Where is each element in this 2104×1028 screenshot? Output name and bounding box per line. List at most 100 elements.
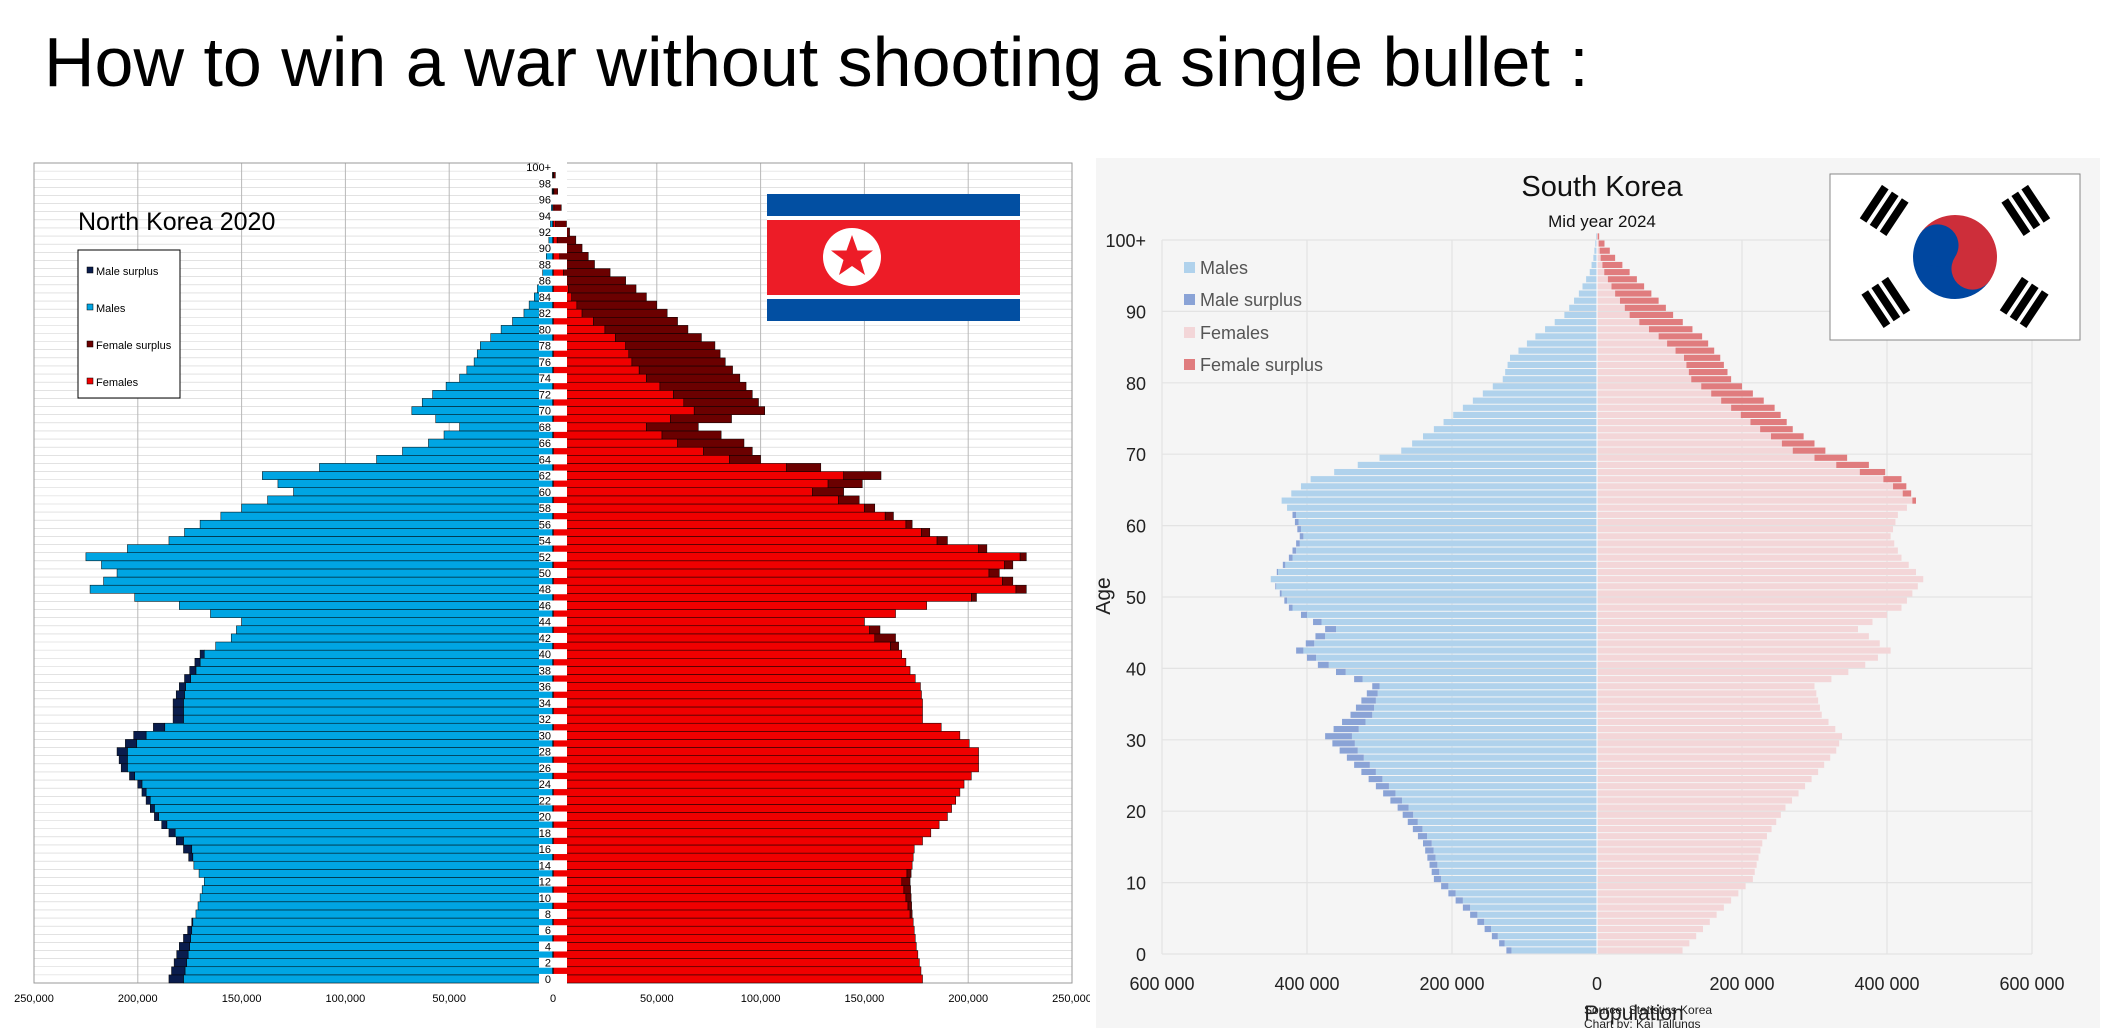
sk-male-surplus-bar — [1313, 618, 1322, 626]
nk-male-bar — [174, 828, 554, 838]
nk-female-bar — [552, 503, 865, 513]
nk-x-tick-label: 100,000 — [741, 993, 781, 1005]
nk-legend-swatch-female-surplus — [86, 340, 94, 348]
sk-female-bar — [1597, 404, 1732, 411]
sk-female-surplus-bar — [1912, 497, 1916, 504]
sk-female-bar — [1597, 576, 1924, 583]
sk-female-surplus-bar — [1675, 347, 1715, 354]
nk-age-label: 72 — [539, 389, 551, 401]
nk-male-surplus-bar — [194, 657, 201, 667]
sk-male-surplus-bar — [1407, 818, 1418, 825]
nk-female-surplus-bar — [563, 268, 611, 277]
sk-male-bar — [1507, 361, 1597, 369]
nk-female-surplus-bar — [628, 349, 721, 359]
nk-male-bar — [185, 682, 554, 691]
sk-female-bar — [1597, 390, 1712, 397]
nk-male-surplus-bar — [191, 917, 194, 927]
sk-female-bar — [1597, 554, 1902, 561]
sk-male-surplus-bar — [1361, 697, 1376, 704]
sk-male-bar — [1535, 333, 1597, 340]
nk-age-label-bg — [539, 779, 567, 790]
nk-male-bar — [184, 528, 554, 537]
nk-age-label-bg — [539, 649, 567, 660]
nk-age-label: 96 — [539, 195, 551, 207]
nk-male-bar — [197, 901, 554, 911]
nk-female-bar — [552, 942, 917, 951]
nk-female-surplus-bar — [683, 398, 759, 407]
nk-female-surplus-bar — [1015, 584, 1027, 594]
sk-y-tick-label: 20 — [1126, 802, 1146, 822]
nk-female-surplus-bar — [905, 519, 913, 529]
nk-male-bar — [166, 820, 554, 829]
nk-male-bar — [145, 731, 554, 740]
sk-female-surplus-bar — [1771, 433, 1804, 440]
nk-age-label-bg — [539, 308, 567, 319]
sk-female-bar — [1597, 297, 1620, 304]
sk-male-surplus-bar — [1292, 547, 1297, 554]
sk-x-tick-label: 400 000 — [1854, 974, 1919, 994]
sk-male-bar — [1379, 454, 1597, 461]
nk-male-bar — [236, 625, 554, 635]
sk-male-bar — [1526, 340, 1597, 347]
sk-legend: Males Male surplus Females Female surplu… — [1184, 258, 1323, 375]
sk-female-bar — [1597, 511, 1898, 518]
sk-y-tick-label: 10 — [1126, 874, 1146, 894]
nk-age-label-bg — [539, 275, 567, 286]
sk-male-surplus-bar — [1317, 661, 1329, 668]
sk-male-bar — [1296, 511, 1597, 518]
nk-age-label-bg — [539, 925, 567, 936]
sk-male-bar — [1412, 440, 1597, 447]
sk-female-surplus-bar — [1607, 276, 1637, 283]
sk-female-surplus-bar — [1750, 419, 1787, 426]
sk-female-bar — [1597, 604, 1902, 611]
nk-male-bar — [154, 804, 554, 813]
nk-age-label: 66 — [539, 438, 551, 450]
sk-female-bar — [1597, 383, 1702, 390]
sk-female-bar — [1597, 447, 1793, 454]
sk-female-bar — [1597, 904, 1724, 911]
sk-male-bar — [1285, 561, 1597, 568]
sk-male-bar — [1287, 597, 1597, 604]
nk-female-surplus-bar — [907, 901, 912, 911]
nk-female-surplus-bar — [921, 528, 931, 537]
nk-age-label: 100+ — [526, 162, 551, 174]
nk-female-surplus-bar — [971, 593, 977, 602]
sk-male-bar — [1278, 568, 1597, 576]
nk-male-surplus-bar — [141, 787, 147, 797]
sk-female-surplus-bar — [1701, 383, 1742, 390]
sk-male-bar — [1328, 661, 1597, 668]
sk-male-surplus-bar — [1390, 797, 1402, 804]
sk-female-bar — [1597, 833, 1767, 840]
nk-female-bar — [552, 333, 616, 342]
nk-age-label-bg — [539, 438, 567, 449]
nk-age-label-bg — [539, 373, 567, 384]
nk-male-surplus-bar — [175, 836, 184, 846]
nk-age-label-bg — [539, 227, 567, 238]
sk-male-bar — [1351, 733, 1597, 740]
nk-male-bar — [89, 584, 554, 594]
nk-age-label-bg — [539, 194, 567, 205]
sk-male-bar — [1303, 647, 1597, 654]
sk-female-surplus-bar — [1711, 390, 1753, 397]
sk-x-tick-label: 0 — [1592, 974, 1602, 994]
nk-age-label-bg — [539, 632, 567, 643]
nk-female-bar — [552, 373, 647, 383]
nk-male-surplus-bar — [154, 812, 159, 821]
nk-x-tick-label: 50,000 — [640, 993, 674, 1005]
nk-female-surplus-bar — [568, 284, 637, 294]
nk-age-label: 60 — [539, 487, 551, 499]
nk-female-surplus-bar — [693, 406, 766, 415]
nk-female-bar — [552, 722, 942, 732]
sk-chart-subtitle: Mid year 2024 — [1548, 212, 1656, 231]
nk-age-label: 90 — [539, 243, 551, 255]
sk-female-bar — [1597, 633, 1869, 640]
nk-legend-swatch-male-surplus — [86, 266, 94, 274]
nk-female-surplus-bar — [553, 170, 556, 180]
nk-male-surplus-bar — [175, 690, 185, 700]
nk-age-label-bg — [539, 178, 567, 189]
nk-female-surplus-bar — [703, 446, 753, 456]
nk-female-bar — [552, 455, 730, 464]
sk-male-bar — [1435, 854, 1597, 861]
nk-age-label-bg — [539, 973, 567, 984]
nk-male-surplus-bar — [129, 771, 135, 781]
